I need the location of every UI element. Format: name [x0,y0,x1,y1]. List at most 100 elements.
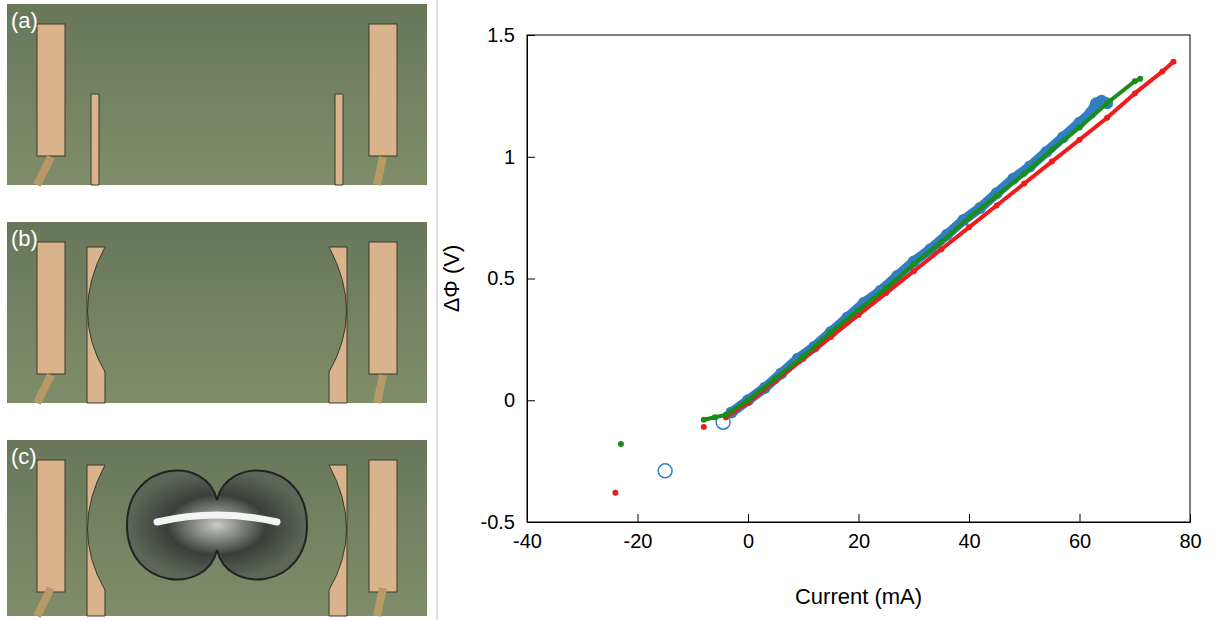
series [701,76,1143,423]
point [938,246,944,252]
tick-mark [527,157,535,158]
tick: 0 [504,389,535,411]
tick-label: 20 [848,530,870,552]
series [658,415,730,478]
tick-mark [969,514,970,522]
point [966,215,972,221]
electrode [87,465,105,616]
electrode [91,94,99,185]
electrode [37,242,65,374]
electrode [369,24,397,156]
droplet [127,470,307,579]
point [612,490,618,496]
tick-label: 0 [743,530,754,552]
point [911,261,917,267]
photo-background [7,440,427,616]
point [1049,159,1055,165]
panel-label: (c) [11,444,37,469]
point [828,329,834,335]
tick-mark [527,400,535,401]
tick: 40 [958,514,980,552]
tick-label: -0.5 [481,511,515,533]
point [883,285,889,291]
tick-label: 60 [1069,530,1091,552]
electrode [335,94,343,185]
point [1159,69,1165,75]
point [1132,78,1138,84]
point [1021,181,1027,187]
tick: 0.5 [487,267,535,289]
electrode [87,247,105,403]
trace [37,157,51,185]
tick: 20 [848,514,870,552]
reflection [157,515,277,522]
tick: 1 [504,146,535,168]
point [723,412,729,418]
divider [437,0,438,620]
point [994,202,1000,208]
tick-label: 0.5 [487,267,515,289]
series [612,424,706,496]
trace [377,157,383,185]
point [701,417,707,423]
point [966,224,972,230]
electrode [37,24,65,156]
series-line [731,101,1107,413]
tick-mark [748,514,749,522]
y-axis-title: ΔΦ (V) [439,245,464,313]
tick-mark [859,514,860,522]
tick-mark [1080,514,1081,522]
x-axis: -40 -20 0 20 40 60 80 [513,514,1202,552]
point [1104,115,1110,121]
series [618,441,624,447]
tick-label: 1 [504,146,515,168]
tick-label: 0 [504,389,515,411]
point [938,239,944,245]
photo-background [7,4,427,185]
y-axis: -0.5 0 0.5 1 1.5 [481,24,535,533]
electrode [369,460,397,592]
tick-label: 1.5 [487,24,515,46]
tick-mark [1190,514,1191,522]
point [1104,100,1110,106]
point [712,414,718,420]
tick: 0 [743,514,754,552]
tick: 1.5 [487,24,535,46]
tick-mark [527,279,535,280]
tick-label: 40 [958,530,980,552]
point [773,375,779,381]
photo-panel: (c) [7,440,427,616]
point [701,424,707,430]
point [1077,137,1083,143]
electrode [329,465,347,616]
panel-label: (b) [11,226,38,251]
tick-label: 80 [1179,530,1201,552]
point [1170,59,1176,65]
point [1137,76,1143,82]
tick-mark [638,514,639,522]
trace [37,375,51,403]
tick-label: -20 [624,530,653,552]
trace [37,588,51,616]
tick-label: -40 [513,530,542,552]
point [994,193,1000,199]
tick: 80 [1179,514,1201,552]
tick: -20 [624,514,653,552]
plot-frame [527,35,1190,522]
tick-mark [527,522,535,523]
point [800,353,806,359]
point [745,397,751,403]
tick-mark [527,35,535,36]
figure: (a)(b)(c)-40-20020406080-0.500.511.5Curr… [0,0,1215,620]
electrode [329,247,347,403]
point [1021,171,1027,177]
x-axis-title: Current (mA) [795,584,922,609]
photo-background [7,222,427,403]
point [1049,146,1055,152]
point [856,307,862,313]
point [1077,125,1083,131]
tick: -0.5 [481,511,535,533]
axis-line [528,522,1191,523]
trace [377,588,383,616]
plot-area [612,59,1176,496]
